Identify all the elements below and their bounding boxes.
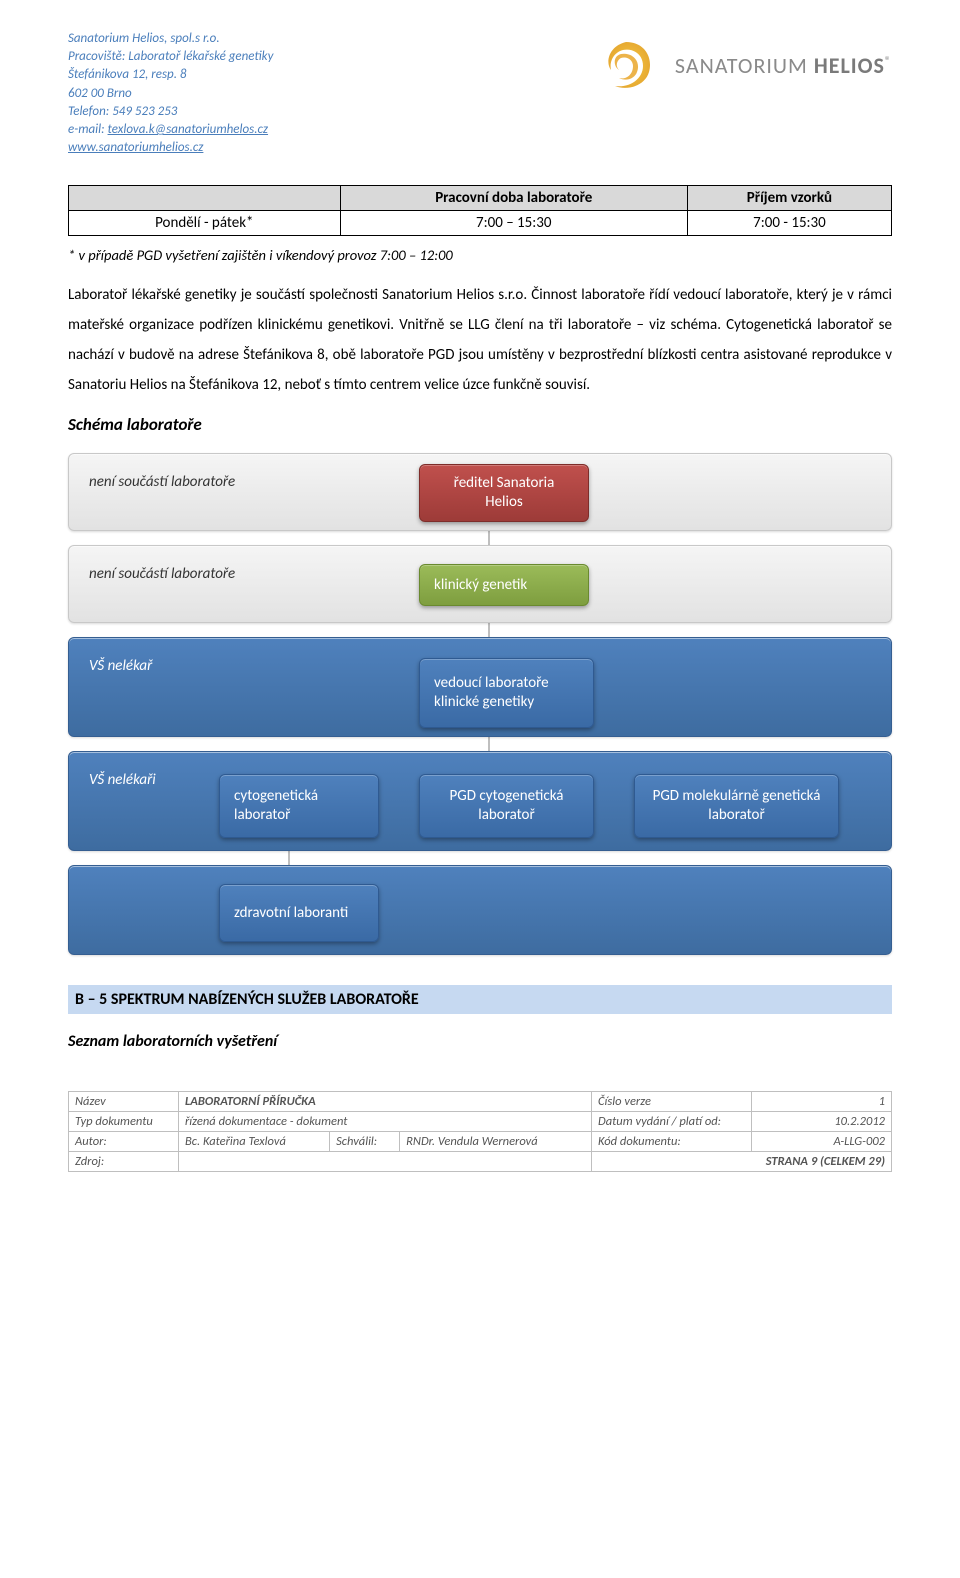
table-row: Název LABORATORNÍ PŘÍRUČKA Číslo verze 1 [69,1092,892,1112]
row3-label: VŠ nelékař [89,657,152,675]
hours-work-time: 7:00 – 15:30 [340,211,687,236]
org-row-4: VŠ nelékaři cytogenetická laboratoř PGD … [68,751,892,851]
email-link[interactable]: texlova.k@sanatoriumhelos.cz [108,122,269,137]
ft-approved-val: RNDr. Vendula Wernerová [400,1132,592,1152]
ft-code-val: A-LLG-002 [752,1132,892,1152]
ft-author-val: Bc. Kateřina Texlová [179,1132,330,1152]
email-label: e-mail: [68,122,108,137]
ft-page: STRANA 9 (CELKEM 29) [592,1152,892,1172]
table-row: Zdroj: STRANA 9 (CELKEM 29) [69,1152,892,1172]
table-row: Typ dokumentu řízená dokumentace - dokum… [69,1112,892,1132]
org-row-2: není součástí laboratoře klinický geneti… [68,545,892,623]
row1-label: není součástí laboratoře [89,473,235,491]
org-row-3: VŠ nelékař vedoucí laboratoře klinické g… [68,637,892,737]
ft-type-val: řízená dokumentace - dokument [179,1112,592,1132]
org-name: Sanatorium Helios, spol.s r.o. [68,30,273,48]
hours-intake-time: 7:00 - 15:30 [687,211,891,236]
ft-name-lbl: Název [69,1092,179,1112]
node-director-label: ředitel Sanatoria Helios [434,474,574,513]
ft-date-lbl: Datum vydání / platí od: [592,1112,752,1132]
node-lab-technicians: zdravotní laboranti [219,884,379,942]
header-info: Sanatorium Helios, spol.s r.o. Pracovišt… [68,30,273,157]
node-clinical-geneticist: klinický genetik [419,564,589,606]
hours-table: Pracovní doba laboratoře Příjem vzorků P… [68,185,892,236]
ft-author-lbl: Autor: [69,1132,179,1152]
node-director: ředitel Sanatoria Helios [419,464,589,522]
city: 602 00 Brno [68,85,273,103]
ft-approved-lbl: Schválil: [330,1132,400,1152]
page: Sanatorium Helios, spol.s r.o. Pracovišt… [0,0,960,1212]
hours-th-work: Pracovní doba laboratoře [340,186,687,211]
node-lab-head-label: vedoucí laboratoře klinické genetiky [434,674,579,713]
brand-part2: HELIOS [814,52,885,79]
brand-part1: SANATORIUM [675,52,814,79]
table-row: Pondělí - pátek* 7:00 – 15:30 7:00 - 15:… [69,211,892,236]
brand-text: SANATORIUM HELIOS® [675,52,892,79]
ft-type-lbl: Typ dokumentu [69,1112,179,1132]
ft-ver-lbl: Číslo verze [592,1092,752,1112]
node-lab-head: vedoucí laboratoře klinické genetiky [419,658,594,728]
node-pgd-cyto-label: PGD cytogenetická laboratoř [434,787,579,826]
node-pgd-cyto-lab: PGD cytogenetická laboratoř [419,774,594,838]
node-pgd-mol-label: PGD molekulárně genetická laboratoř [649,787,824,826]
phone: Telefon: 549 523 253 [68,103,273,121]
services-subheading: Seznam laboratorních vyšetření [68,1032,892,1051]
ft-source-val [179,1152,592,1172]
ft-name-val: LABORATORNÍ PŘÍRUČKA [179,1092,592,1112]
hours-th-empty [69,186,341,211]
logo-block: SANATORIUM HELIOS® [591,36,892,94]
org-chart: není součástí laboratoře ředitel Sanator… [68,453,892,955]
node-clinical-label: klinický genetik [434,576,527,596]
row2-label: není součástí laboratoře [89,565,235,583]
row4-label: VŠ nelékaři [89,771,156,789]
services-heading: B – 5 SPEKTRUM NABÍZENÝCH SLUŽEB LABORAT… [68,985,892,1014]
ft-date-val: 10.2.2012 [752,1112,892,1132]
node-cyto-label: cytogenetická laboratoř [234,787,364,826]
body-paragraph: Laboratoř lékařské genetiky je součástí … [68,280,892,400]
footer-table: Název LABORATORNÍ PŘÍRUČKA Číslo verze 1… [68,1091,892,1172]
org-row-5: zdravotní laboranti [68,865,892,955]
web-link[interactable]: www.sanatoriumhelios.cz [68,140,203,155]
table-row: Pracovní doba laboratoře Příjem vzorků [69,186,892,211]
document-header: Sanatorium Helios, spol.s r.o. Pracovišt… [68,30,892,157]
hours-th-intake: Příjem vzorků [687,186,891,211]
node-technicians-label: zdravotní laboranti [234,904,348,924]
helios-logo-icon [591,36,661,94]
ft-source-lbl: Zdroj: [69,1152,179,1172]
ft-page-text: STRANA 9 (CELKEM 29) [766,1154,885,1169]
hours-days: Pondělí - pátek* [69,211,341,236]
pgd-note: * v případě PGD vyšetření zajištěn i vík… [68,246,892,264]
org-row-1: není součástí laboratoře ředitel Sanator… [68,453,892,531]
table-row: Autor: Bc. Kateřina Texlová Schválil: RN… [69,1132,892,1152]
schema-title: Schéma laboratoře [68,414,892,435]
node-cytogenetic-lab: cytogenetická laboratoř [219,774,379,838]
brand-line: SANATORIUM HELIOS® [675,52,892,79]
node-pgd-mol-lab: PGD molekulárně genetická laboratoř [634,774,839,838]
email-line: e-mail: texlova.k@sanatoriumhelos.cz [68,121,273,139]
ft-code-lbl: Kód dokumentu: [592,1132,752,1152]
street: Štefánikova 12, resp. 8 [68,66,273,84]
brand-reg: ® [885,54,892,68]
workplace: Pracoviště: Laboratoř lékařské genetiky [68,48,273,66]
ft-ver-val: 1 [752,1092,892,1112]
